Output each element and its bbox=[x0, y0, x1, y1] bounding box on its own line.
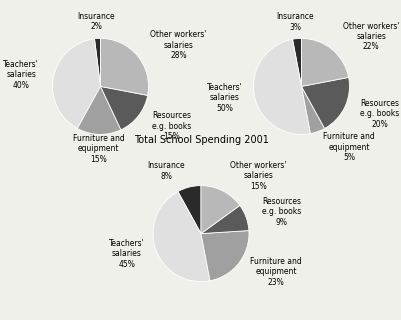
Text: Insurance
2%: Insurance 2% bbox=[77, 12, 115, 31]
Wedge shape bbox=[94, 38, 100, 86]
Wedge shape bbox=[200, 231, 248, 281]
Text: Insurance
3%: Insurance 3% bbox=[276, 12, 314, 32]
Text: Teachers'
salaries
50%: Teachers' salaries 50% bbox=[206, 83, 242, 113]
Wedge shape bbox=[153, 192, 209, 282]
Wedge shape bbox=[253, 39, 310, 134]
Text: Other workers'
salaries
15%: Other workers' salaries 15% bbox=[230, 161, 286, 191]
Text: Resources
e.g. books
15%: Resources e.g. books 15% bbox=[151, 111, 190, 141]
Text: Other workers'
salaries
28%: Other workers' salaries 28% bbox=[150, 30, 207, 60]
Text: Insurance
8%: Insurance 8% bbox=[147, 161, 184, 180]
Wedge shape bbox=[200, 186, 239, 234]
Wedge shape bbox=[200, 205, 248, 234]
Text: Teachers'
salaries
45%: Teachers' salaries 45% bbox=[109, 239, 144, 269]
Wedge shape bbox=[177, 186, 200, 234]
Text: Resources
e.g. books
9%: Resources e.g. books 9% bbox=[261, 197, 300, 227]
Wedge shape bbox=[301, 77, 348, 128]
Wedge shape bbox=[301, 38, 348, 86]
Text: Teachers'
salaries
40%: Teachers' salaries 40% bbox=[4, 60, 39, 90]
Text: Furniture and
equipment
5%: Furniture and equipment 5% bbox=[323, 132, 374, 162]
Title: Total School Spending 2001: Total School Spending 2001 bbox=[133, 135, 268, 145]
Text: Furniture and
equipment
23%: Furniture and equipment 23% bbox=[250, 257, 301, 287]
Wedge shape bbox=[301, 86, 324, 133]
Text: Other workers'
salaries
22%: Other workers' salaries 22% bbox=[342, 21, 398, 52]
Wedge shape bbox=[100, 38, 148, 95]
Wedge shape bbox=[292, 38, 301, 86]
Wedge shape bbox=[77, 86, 121, 134]
Text: Furniture and
equipment
15%: Furniture and equipment 15% bbox=[73, 134, 124, 164]
Wedge shape bbox=[100, 86, 147, 130]
Wedge shape bbox=[53, 39, 100, 128]
Text: Resources
e.g. books
20%: Resources e.g. books 20% bbox=[359, 99, 398, 129]
